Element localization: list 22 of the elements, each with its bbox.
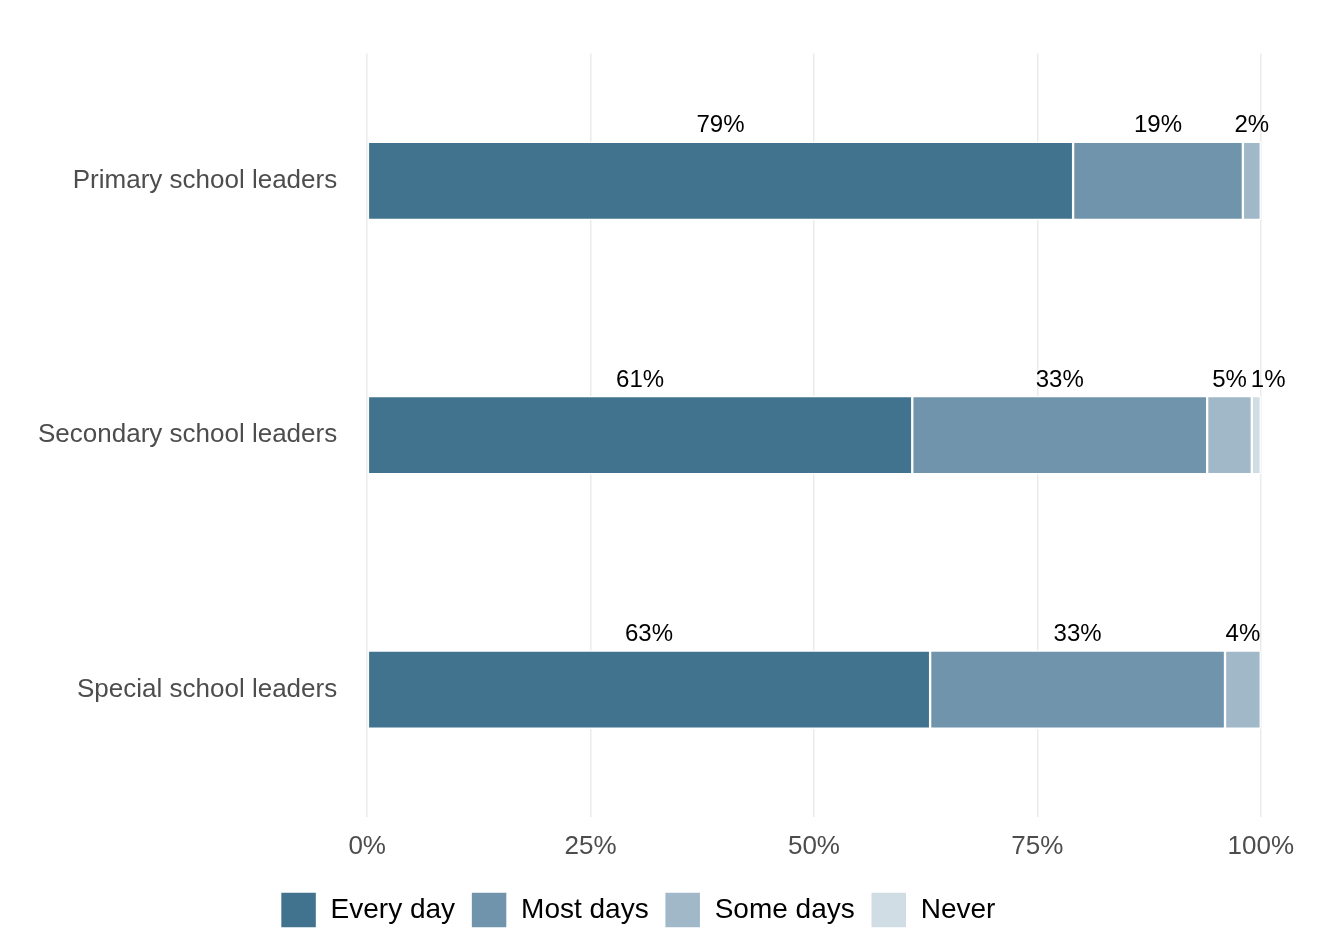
legend-label: Every day — [330, 892, 456, 924]
x-tick-label: 25% — [564, 829, 617, 860]
data-label: 33% — [1053, 619, 1102, 647]
data-label: 33% — [1035, 364, 1084, 392]
x-tick-label: 100% — [1227, 829, 1294, 860]
data-label: 5% — [1212, 364, 1247, 392]
y-tick-label: Secondary school leaders — [37, 418, 338, 449]
y-tick-label: Special school leaders — [77, 672, 338, 703]
y-tick-label: Primary school leaders — [72, 163, 338, 194]
data-label: 2% — [1234, 110, 1270, 138]
legend-label: Most days — [521, 892, 649, 924]
x-tick-label: 75% — [1011, 829, 1064, 860]
legend-label: Some days — [714, 892, 855, 924]
data-label: 4% — [1225, 619, 1261, 647]
x-tick-label: 50% — [787, 829, 840, 860]
x-tick-label: 0% — [348, 829, 386, 860]
data-label: 63% — [625, 619, 674, 647]
data-label: 61% — [616, 364, 665, 392]
data-label: 79% — [696, 110, 745, 138]
data-label: 1% — [1250, 364, 1286, 392]
data-label: 19% — [1133, 110, 1183, 138]
legend-label: Never — [920, 892, 996, 924]
